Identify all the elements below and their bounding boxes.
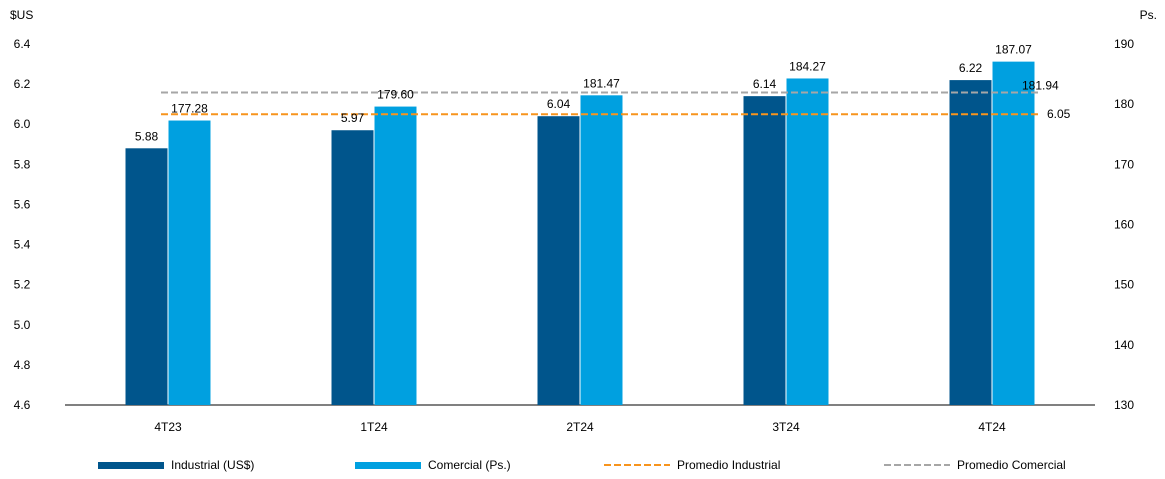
x-tick-label: 2T24: [566, 420, 594, 434]
y-right-tick-label: 150: [1114, 278, 1134, 292]
y-right-tick-label: 130: [1114, 398, 1134, 412]
axes: 4.6 4.8 5.0 5.2 5.4 5.6 5.8 6.0 6.2 6.4 $US 130 140 1…: [10, 8, 1157, 434]
y-right-tick-label: 190: [1114, 37, 1134, 51]
legend-promedio-industrial-label: Promedio Industrial: [677, 458, 780, 472]
bar-comercial: [786, 78, 829, 406]
bar-industrial: [537, 116, 580, 405]
y-left-tick-label: 4.6: [14, 398, 31, 412]
y-right-axis-label: Ps.: [1140, 8, 1157, 22]
bar-comercial: [168, 120, 211, 406]
data-label-industrial: 6.22: [959, 61, 983, 75]
bar-comercial: [580, 95, 623, 405]
legend-comercial-label: Comercial (Ps.): [428, 458, 511, 472]
x-tick-label: 3T24: [772, 420, 800, 434]
legend-comercial-swatch: [355, 462, 421, 469]
data-label-industrial: 5.97: [341, 111, 365, 125]
y-right-tick-label: 180: [1114, 97, 1134, 111]
legend-industrial-label: Industrial (US$): [171, 458, 254, 472]
bar-industrial: [743, 96, 786, 406]
bar-industrial: [949, 80, 992, 405]
y-left-tick-label: 5.2: [14, 278, 31, 292]
x-tick-label: 4T23: [154, 420, 182, 434]
y-left-tick-label: 6.4: [14, 37, 31, 51]
y-left-axis-label: $US: [10, 8, 33, 22]
data-label-comercial: 181.47: [583, 76, 620, 90]
y-right-tick-label: 170: [1114, 157, 1134, 171]
y-left-tick-label: 5.0: [14, 318, 31, 332]
average-label-comercial: 181.94: [1022, 78, 1059, 92]
y-left-tick-label: 5.8: [14, 157, 31, 171]
bars: [125, 61, 1035, 406]
legend-industrial-swatch: [98, 462, 164, 469]
legend-promedio-comercial-label: Promedio Comercial: [957, 458, 1066, 472]
y-left-tick-label: 6.0: [14, 117, 31, 131]
x-tick-label: 1T24: [360, 420, 388, 434]
data-label-comercial: 187.07: [995, 43, 1032, 57]
y-left-tick-label: 4.8: [14, 358, 31, 372]
data-labels: 5.88 177.28 5.97 179.60 6.04 181.47 6.14 184.27…: [135, 43, 1071, 144]
data-label-comercial: 184.27: [789, 59, 826, 73]
y-right-tick-label: 160: [1114, 218, 1134, 232]
data-label-comercial: 177.28: [171, 102, 208, 116]
data-label-industrial: 6.14: [753, 77, 777, 91]
legend: Industrial (US$) Comercial (Ps.) Promedio …: [98, 458, 1066, 472]
bar-industrial: [331, 130, 374, 405]
y-left-tick-label: 6.2: [14, 77, 31, 91]
bar-comercial: [992, 61, 1035, 405]
y-left-tick-label: 5.6: [14, 197, 31, 211]
y-left-tick-label: 5.4: [14, 238, 31, 252]
data-label-industrial: 6.04: [547, 97, 571, 111]
bar-industrial: [125, 148, 168, 406]
x-tick-label: 4T24: [978, 420, 1006, 434]
data-label-comercial: 179.60: [377, 88, 414, 102]
y-right-tick-label: 140: [1114, 338, 1134, 352]
average-label-industrial: 6.05: [1047, 107, 1071, 121]
bar-comercial: [374, 106, 417, 405]
average-lines: [161, 91, 1040, 116]
data-label-industrial: 5.88: [135, 129, 159, 143]
